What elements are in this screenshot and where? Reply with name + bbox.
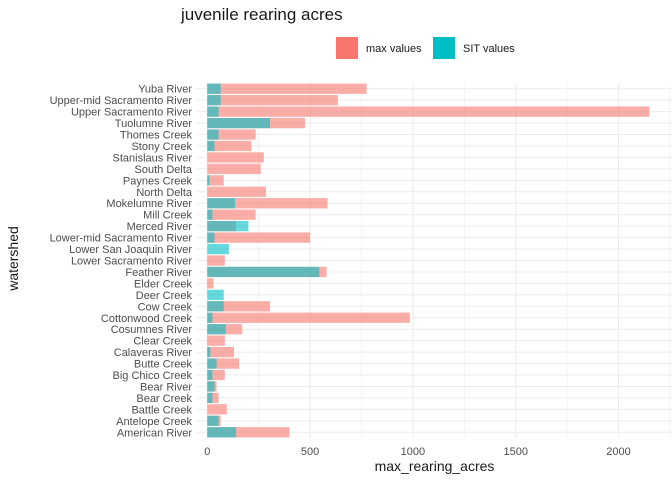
bar-max-values-upper-sacramento-river: [207, 106, 650, 117]
bar-sit-values-bear-river: [207, 381, 215, 392]
x-tick-labels: 0 500 1000 1500 2000: [204, 446, 631, 458]
y-tick-label: Mill Creek: [143, 210, 192, 222]
bar-sit-values-tuolumne-river: [207, 117, 270, 129]
y-tick-label: Feather River: [125, 267, 192, 279]
y-tick-label: Cosumnes River: [111, 324, 193, 336]
bar-sit-values-lower-mid-sacramento-river: [207, 232, 215, 243]
bar-max-values-north-delta: [207, 186, 266, 197]
y-tick-label: Deer Creek: [136, 290, 193, 302]
bar-max-values-mill-creek: [207, 209, 256, 220]
y-tick-label: Bear River: [140, 381, 192, 393]
bar-sit-values-feather-river: [207, 266, 320, 278]
y-tick-label: Tuolumne River: [115, 118, 193, 130]
bar-max-values-cottonwood-creek: [207, 312, 410, 323]
bar-max-values-butte-creek: [207, 358, 240, 369]
x-tick-label: 1000: [401, 446, 425, 458]
bar-max-values-mokelumne-river: [207, 198, 328, 209]
bar-sit-values-mill-creek: [207, 209, 213, 220]
bar-sit-values-stony-creek: [207, 140, 215, 152]
y-tick-label: Cottonwood Creek: [101, 313, 193, 325]
legend-label-max-values: max values: [366, 43, 422, 55]
bar-sit-values-merced-river: [207, 220, 249, 232]
grid-lines: [197, 83, 672, 438]
bar-max-values-bear-creek: [207, 392, 219, 404]
y-tick-label: Upper Sacramento River: [71, 107, 192, 119]
bar-max-values-lower-mid-sacramento-river: [207, 232, 311, 243]
y-tick-label: Thomes Creek: [120, 130, 193, 142]
bar-sit-values-american-river: [207, 427, 237, 438]
bar-sit-values-upper-sacramento-river: [207, 106, 219, 117]
bar-sit-values-bear-creek: [207, 392, 213, 404]
bar-sit-values-mokelumne-river: [207, 198, 236, 209]
bars: [207, 83, 650, 438]
y-tick-label: Mokelumne River: [106, 198, 192, 210]
bar-sit-values-cottonwood-creek: [207, 312, 213, 323]
bar-sit-values-cow-creek: [207, 301, 224, 312]
y-axis-title: watershed: [5, 226, 21, 292]
y-tick-label: Antelope Creek: [116, 416, 192, 428]
y-tick-label: Yuba River: [138, 84, 192, 96]
y-tick-label: Lower-mid Sacramento River: [50, 233, 193, 245]
y-tick-label: Stony Creek: [131, 141, 192, 153]
x-axis-title: max_rearing_acres: [375, 458, 495, 474]
y-tick-label: North Delta: [136, 187, 193, 199]
bar-sit-values-upper-mid-sacramento-river: [207, 95, 221, 106]
bar-max-values-stanislaus-river: [207, 152, 264, 163]
y-tick-label: Bear Creek: [136, 393, 192, 405]
bar-max-values-big-chico-creek: [207, 369, 225, 381]
y-tick-label: Paynes Creek: [123, 175, 193, 187]
bar-max-values-yuba-river: [207, 83, 367, 94]
x-tick-label: 500: [301, 446, 319, 458]
bar-sit-values-big-chico-creek: [207, 369, 213, 381]
bar-max-values-calaveras-river: [207, 346, 235, 358]
y-tick-label: Big Chico Creek: [113, 370, 193, 382]
x-tick-label: 2000: [606, 446, 630, 458]
x-tick-label: 1500: [503, 446, 527, 458]
bar-sit-values-calaveras-river: [207, 346, 211, 358]
bar-max-values-lower-sacramento-river: [207, 255, 225, 266]
y-tick-label: Lower San Joaquin River: [69, 244, 192, 256]
bar-sit-values-yuba-river: [207, 83, 221, 94]
bar-max-values-paynes-creek: [207, 175, 224, 186]
x-tick-label: 0: [204, 446, 210, 458]
y-tick-label: Elder Creek: [134, 278, 193, 290]
bar-max-values-clear-creek: [207, 335, 225, 346]
bar-max-values-stony-creek: [207, 140, 252, 152]
y-tick-label: Merced River: [127, 221, 193, 233]
y-tick-label: Stanislaus River: [113, 152, 193, 164]
y-tick-label: Clear Creek: [133, 336, 192, 348]
legend-swatch-sit-values: [433, 37, 455, 59]
bar-sit-values-thomes-creek: [207, 129, 219, 140]
y-tick-label: Butte Creek: [134, 359, 193, 371]
legend-swatch-max-values: [336, 37, 358, 59]
bar-max-values-elder-creek: [207, 278, 214, 289]
bar-sit-values-lower-san-joaquin-river: [207, 243, 229, 255]
legend: max values SIT values: [336, 37, 515, 59]
y-tick-label: Upper-mid Sacramento River: [50, 95, 193, 107]
bar-sit-values-paynes-creek: [207, 175, 210, 186]
y-tick-label: Cow Creek: [138, 301, 193, 313]
bar-max-values-american-river: [207, 427, 290, 438]
legend-label-sit-values: SIT values: [463, 43, 515, 55]
bar-max-values-thomes-creek: [207, 129, 256, 140]
bar-max-values-cow-creek: [207, 301, 270, 312]
y-tick-label: American River: [117, 427, 193, 439]
chart-title: juvenile rearing acres: [180, 5, 343, 24]
y-tick-label: South Delta: [135, 164, 193, 176]
bar-sit-values-butte-creek: [207, 358, 217, 369]
y-tick-label: Calaveras River: [114, 347, 193, 359]
bar-max-values-south-delta: [207, 163, 261, 175]
y-tick-label: Lower Sacramento River: [71, 256, 192, 268]
bar-max-values-upper-mid-sacramento-river: [207, 95, 338, 106]
bar-max-values-battle-creek: [207, 404, 227, 415]
bar-sit-values-antelope-creek: [207, 415, 219, 426]
y-tick-label: Battle Creek: [131, 404, 192, 416]
bar-sit-values-cosumnes-river: [207, 324, 226, 335]
bar-sit-values-deer-creek: [207, 289, 224, 301]
